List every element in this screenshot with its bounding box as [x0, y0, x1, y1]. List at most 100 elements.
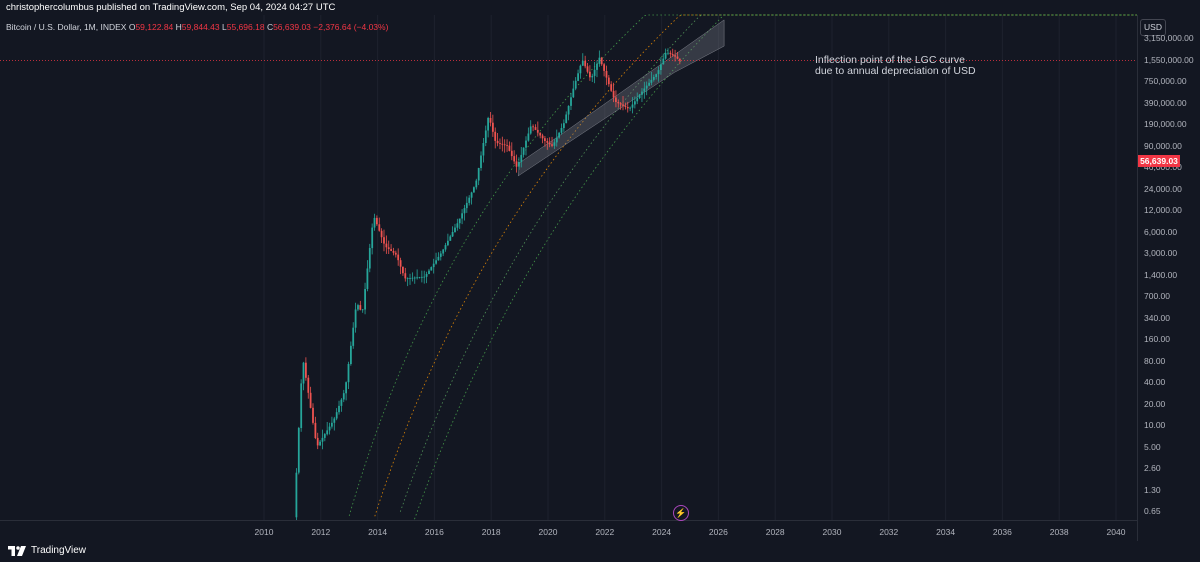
candle-body: [432, 263, 435, 268]
candle-body: [534, 127, 537, 130]
price-label: 1,400.00: [1144, 269, 1178, 280]
candle-body: [297, 428, 300, 473]
candle-body: [676, 56, 679, 59]
candle-body: [468, 197, 471, 203]
candle-body: [522, 147, 525, 155]
candle-body: [352, 327, 355, 346]
candle-body: [678, 58, 681, 61]
candle-body: [624, 105, 627, 107]
candle-body: [378, 224, 381, 231]
candle-body: [416, 277, 418, 279]
candle-body: [376, 217, 378, 225]
candle-body: [406, 278, 409, 279]
candle-body: [442, 249, 445, 254]
annotation-line-2: due to annual depreciation of USD: [815, 65, 976, 77]
candle-body: [411, 277, 414, 279]
candle-body: [397, 254, 400, 261]
candle-body: [437, 256, 440, 261]
candle-body: [610, 84, 613, 91]
candle-body: [342, 393, 345, 400]
price-axis[interactable]: [1137, 15, 1200, 541]
candle-body: [366, 268, 369, 289]
candle-body: [456, 223, 459, 228]
price-label: 750,000.00: [1144, 76, 1187, 86]
candle-body: [652, 77, 655, 80]
candle-body: [319, 441, 321, 446]
time-axis[interactable]: [0, 520, 1137, 542]
candle-body: [629, 107, 631, 109]
candle-body: [565, 114, 568, 124]
close-value: 56,639.03: [273, 22, 311, 32]
candle-body: [340, 399, 343, 406]
candle-body: [347, 364, 350, 383]
candle-body: [473, 187, 475, 193]
candle-body: [394, 252, 397, 255]
chart-pane[interactable]: [0, 15, 1137, 520]
candle-body: [383, 237, 385, 244]
time-label-2036: 2036: [992, 527, 1012, 537]
tradingview-icon: [8, 545, 26, 556]
low-label: L: [222, 22, 227, 32]
candle-body: [641, 91, 643, 95]
candle-body: [368, 248, 371, 269]
candle-body: [482, 143, 485, 156]
time-label-2030: 2030: [822, 527, 842, 537]
candle-body: [361, 309, 364, 311]
candle-body: [631, 104, 634, 108]
price-label: 2.60: [1144, 463, 1161, 473]
candle-body: [579, 65, 582, 74]
candle-body: [589, 71, 591, 78]
candle-body: [335, 412, 338, 419]
price-label: 40.00: [1144, 377, 1166, 387]
candle-body: [302, 362, 305, 384]
candle-body: [539, 132, 542, 136]
candle-body: [475, 180, 478, 188]
candle-body: [553, 142, 556, 146]
candle-body: [525, 140, 527, 148]
lgc-middle-curve: [374, 14, 1137, 517]
tradingview-logo[interactable]: TradingView: [8, 545, 86, 556]
price-label: 390,000.00: [1144, 97, 1187, 108]
candle-body: [607, 77, 610, 85]
candle-body: [470, 192, 473, 198]
candle-body: [548, 142, 551, 145]
candle-body: [600, 57, 603, 65]
candle-body: [409, 278, 411, 279]
candle-body: [423, 276, 426, 278]
inflection-annotation[interactable]: Inflection point of the LGC curve due to…: [815, 55, 976, 77]
price-label: 340.00: [1144, 312, 1170, 323]
price-label: 190,000.00: [1144, 119, 1187, 129]
candle-body: [567, 105, 570, 115]
candle-body: [506, 145, 508, 146]
price-label: 24,000.00: [1144, 183, 1182, 194]
candle-body: [596, 63, 598, 70]
candle-body: [501, 143, 504, 145]
candle-body: [326, 430, 329, 435]
candle-body: [645, 85, 648, 89]
time-label-2020: 2020: [538, 527, 558, 537]
time-label-2014: 2014: [368, 527, 388, 537]
candlestick-series: [295, 48, 681, 520]
currency-selector[interactable]: USD: [1140, 19, 1166, 36]
candle-body: [451, 232, 454, 237]
high-value: 59,844.43: [181, 22, 220, 32]
lightning-icon[interactable]: ⚡: [673, 505, 689, 521]
candle-body: [617, 102, 620, 104]
close-label: C: [266, 22, 274, 32]
candle-body: [492, 122, 494, 132]
candle-body: [643, 88, 646, 92]
candle-body: [593, 69, 596, 76]
candle-body: [331, 422, 333, 427]
time-label-2018: 2018: [481, 527, 501, 537]
price-chart[interactable]: [0, 0, 1137, 520]
time-label-2032: 2032: [879, 527, 899, 537]
change-value: −2,376.64 (−4.03%): [313, 22, 389, 32]
publish-header: christophercolumbus published on Trading…: [0, 0, 1200, 15]
candle-body: [544, 138, 546, 141]
candle-body: [674, 55, 676, 57]
publisher-info: christophercolumbus published on Trading…: [6, 2, 336, 13]
candle-body: [387, 247, 390, 250]
lgc-lower-curve: [414, 14, 1137, 520]
candle-body: [307, 377, 310, 393]
symbol-legend: Bitcoin / U.S. Dollar, 1M, INDEX O59,122…: [6, 22, 388, 32]
